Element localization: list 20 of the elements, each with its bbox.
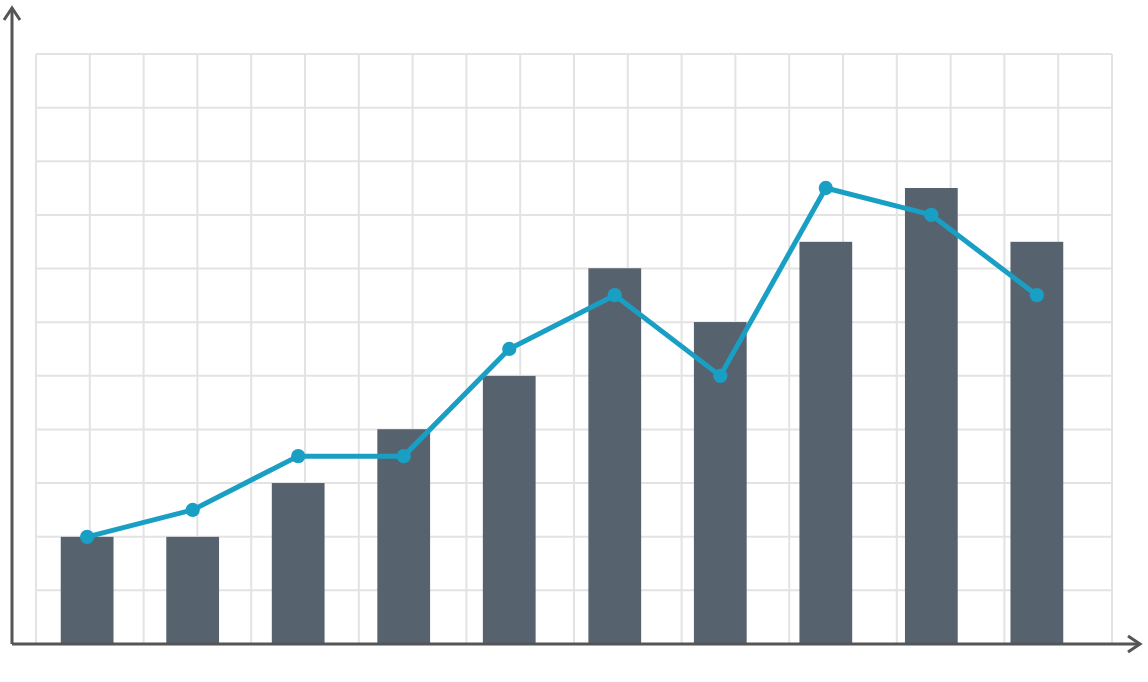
bar (482, 375, 536, 644)
bar (60, 536, 114, 644)
point (924, 207, 939, 223)
bar (588, 268, 642, 644)
point (818, 180, 833, 196)
point (185, 502, 200, 518)
point (80, 529, 95, 544)
bar (799, 241, 853, 644)
bar (271, 483, 325, 644)
point (1029, 288, 1044, 303)
point (713, 368, 728, 383)
bar (1010, 241, 1064, 644)
point (396, 449, 411, 464)
point (502, 341, 517, 357)
point (607, 288, 622, 303)
point (291, 449, 306, 464)
bar (377, 429, 431, 644)
bar (904, 188, 958, 644)
bar (693, 322, 747, 644)
bar (166, 536, 220, 644)
